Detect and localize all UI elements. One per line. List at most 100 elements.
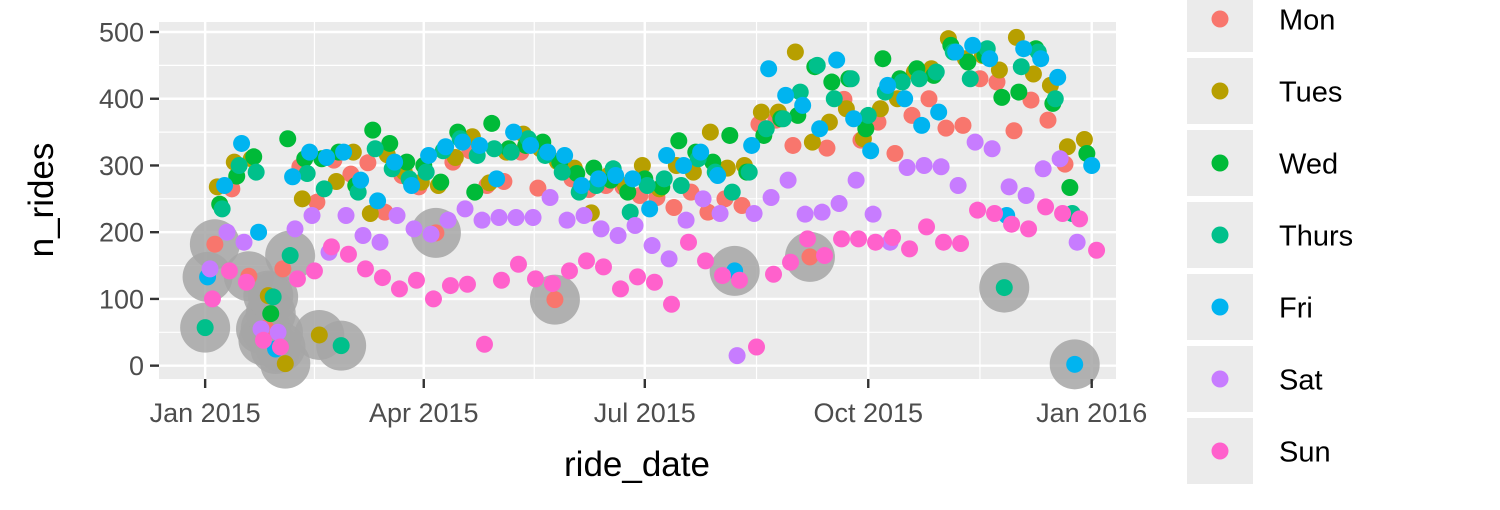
point-fri xyxy=(879,76,897,94)
point-sat xyxy=(728,347,746,365)
point-sun xyxy=(884,229,902,247)
point-sat xyxy=(779,171,797,189)
point-sat xyxy=(422,225,440,243)
legend-symbol-sun xyxy=(1211,442,1229,460)
point-sun xyxy=(816,247,834,265)
point-sat xyxy=(898,158,916,176)
point-sat xyxy=(337,207,355,225)
point-fri xyxy=(845,110,863,128)
point-sat xyxy=(286,220,304,238)
point-mon xyxy=(733,197,751,215)
point-sat xyxy=(847,171,865,189)
point-sun xyxy=(952,235,970,253)
point-sat xyxy=(524,209,542,227)
point-sun xyxy=(577,252,595,270)
point-sat xyxy=(643,237,661,255)
point-sun xyxy=(424,290,442,308)
point-wed xyxy=(262,305,280,323)
point-tues xyxy=(786,43,804,61)
legend-label-wed: Wed xyxy=(1279,149,1338,181)
point-fri xyxy=(675,156,693,174)
legend-label-tues: Tues xyxy=(1279,77,1342,109)
point-tues xyxy=(803,133,821,151)
point-sat xyxy=(830,195,848,213)
point-wed xyxy=(874,50,892,68)
point-sat xyxy=(626,217,644,235)
point-sun xyxy=(220,262,238,280)
point-tues xyxy=(633,156,651,174)
point-thurs xyxy=(1046,90,1064,108)
point-sun xyxy=(1054,205,1072,223)
point-sat xyxy=(1051,150,1069,168)
point-mon xyxy=(886,144,904,162)
point-fri xyxy=(1049,68,1067,86)
point-mon xyxy=(801,248,819,266)
legend-symbol-tues xyxy=(1211,82,1229,100)
point-fri xyxy=(641,200,659,218)
x-tick-label: Oct 2015 xyxy=(813,398,923,428)
point-wed xyxy=(245,148,263,166)
point-fri xyxy=(981,50,999,68)
point-sun xyxy=(680,233,698,251)
point-sat xyxy=(864,205,882,223)
point-sat xyxy=(711,205,729,223)
point-fri xyxy=(862,142,880,160)
point-sat xyxy=(473,211,491,229)
point-thurs xyxy=(655,170,673,188)
point-mon xyxy=(937,119,955,137)
point-sat xyxy=(490,209,508,227)
legend-symbol-wed xyxy=(1211,154,1229,172)
point-thurs xyxy=(247,163,265,181)
point-sun xyxy=(714,267,732,285)
point-mon xyxy=(308,193,326,211)
legend: Mon Tues Wed Thurs Fri Sat Sun xyxy=(1187,0,1353,484)
point-sat xyxy=(762,188,780,206)
y-axis-title: n_rides xyxy=(22,143,61,258)
legend-label-mon: Mon xyxy=(1279,5,1335,37)
point-sat xyxy=(507,209,525,227)
point-fri xyxy=(369,192,387,210)
point-tues xyxy=(310,326,328,344)
point-sun xyxy=(799,230,817,248)
point-thurs xyxy=(298,164,316,182)
legend-symbol-sat xyxy=(1211,370,1229,388)
point-sun xyxy=(407,271,425,289)
point-wed xyxy=(398,153,416,171)
point-sun xyxy=(1037,198,1055,216)
point-fri xyxy=(556,146,574,164)
point-thurs xyxy=(315,180,333,198)
point-sun xyxy=(237,273,255,291)
point-wed xyxy=(993,88,1011,106)
point-thurs xyxy=(893,73,911,91)
point-fri xyxy=(250,223,268,241)
point-thurs xyxy=(740,163,758,181)
point-fri xyxy=(437,138,455,156)
point-sat xyxy=(303,207,321,225)
point-thurs xyxy=(774,110,792,128)
point-sun xyxy=(373,269,391,287)
point-wed xyxy=(364,121,382,139)
point-thurs xyxy=(757,120,775,138)
y-tick-label: 300 xyxy=(99,151,144,181)
point-sun xyxy=(271,338,289,356)
point-thurs xyxy=(281,247,299,265)
point-sat xyxy=(796,205,814,223)
point-sun xyxy=(475,335,493,353)
point-wed xyxy=(857,120,875,138)
point-fri xyxy=(709,166,727,184)
x-tick-label: Jul 2015 xyxy=(594,398,696,428)
point-sat xyxy=(609,227,627,245)
point-sat xyxy=(949,176,967,194)
point-sun xyxy=(356,260,374,278)
point-fri xyxy=(760,60,778,78)
point-sun xyxy=(1020,220,1038,238)
point-sun xyxy=(560,262,578,280)
point-sat xyxy=(354,227,372,245)
point-sat xyxy=(745,205,763,223)
legend-label-sat: Sat xyxy=(1279,365,1323,397)
point-wed xyxy=(959,53,977,71)
point-sun xyxy=(288,270,306,288)
point-tues xyxy=(701,123,719,141)
point-sun xyxy=(986,205,1004,223)
